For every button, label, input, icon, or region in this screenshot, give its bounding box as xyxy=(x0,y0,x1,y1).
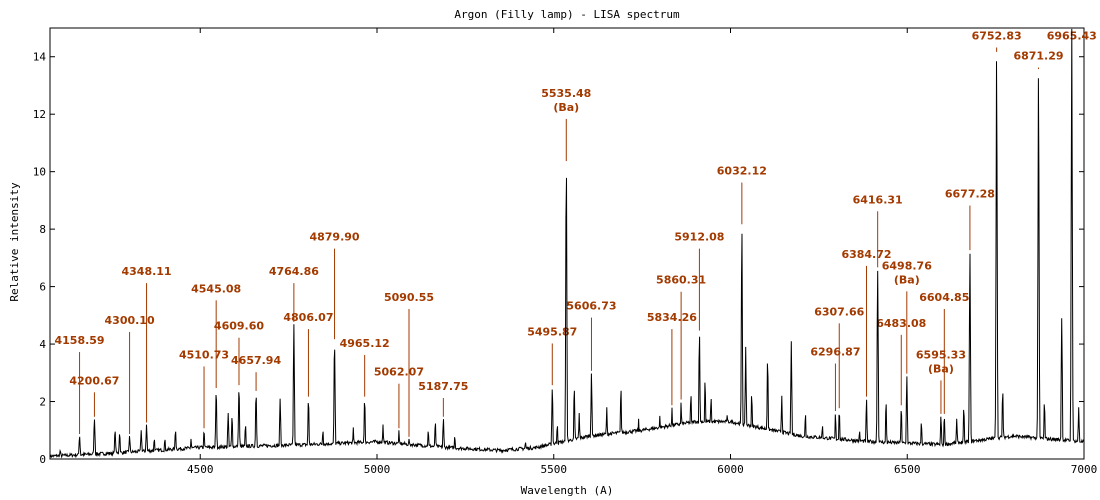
annotation-label: 5860.31 xyxy=(656,274,706,287)
annotation-label: 5187.75 xyxy=(418,380,468,393)
annotation-label: 4764.86 xyxy=(269,265,319,278)
peak-annotation: 5187.75 xyxy=(418,380,468,417)
peak-annotation: 5860.31 xyxy=(656,274,706,400)
y-tick-label: 8 xyxy=(39,223,46,236)
annotation-label: 4965.12 xyxy=(340,337,390,350)
annotation-label: 6677.28 xyxy=(945,188,995,201)
y-axis-label: Relative intensity xyxy=(8,182,21,302)
peak-annotation: 4965.12 xyxy=(340,337,390,397)
peak-annotation: 6416.31 xyxy=(853,193,903,268)
y-tick-label: 4 xyxy=(39,338,46,351)
peak-annotation: 4200.67 xyxy=(69,374,119,417)
annotation-label: 6416.31 xyxy=(853,193,903,206)
annotation-sublabel: (Ba) xyxy=(928,362,954,375)
annotation-label: 5606.73 xyxy=(566,300,616,313)
axes: 4500 5000 5500 6000 6500 7000 0 2 4 6 8 10 12 14 xyxy=(33,28,1098,476)
peak-annotation: 6483.08 xyxy=(876,317,926,406)
peak-annotation: 6032.12 xyxy=(717,165,767,225)
peak-annotation: 6296.87 xyxy=(810,346,860,412)
annotation-label: 4806.07 xyxy=(283,311,333,324)
annotations: 4158.59 4200.67 4300.10 4348.11 4510.73 4545.… xyxy=(54,29,1097,437)
annotation-label: 6595.33 xyxy=(916,348,966,361)
peak-annotation: 5606.73 xyxy=(566,300,617,371)
annotation-label: 5912.08 xyxy=(674,231,724,244)
peak-annotation: 4348.11 xyxy=(121,265,172,423)
peak-annotation: 6498.76(Ba) xyxy=(882,259,932,374)
annotation-label: 4300.10 xyxy=(105,314,155,327)
annotation-label: 6296.87 xyxy=(810,346,860,359)
annotation-label: 6384.72 xyxy=(841,248,891,261)
annotation-sublabel: (Ba) xyxy=(553,101,579,114)
y-tick-label: 0 xyxy=(39,453,46,466)
y-tick-label: 10 xyxy=(33,166,46,179)
x-axis-label: Wavelength (A) xyxy=(521,484,614,497)
annotation-label: 4348.11 xyxy=(121,265,171,278)
peak-annotation: 4609.60 xyxy=(214,320,264,386)
x-tick-label: 6000 xyxy=(717,463,744,476)
y-tick-label: 12 xyxy=(33,108,46,121)
peak-annotation: 6384.72 xyxy=(841,248,892,397)
peak-annotation: 4879.90 xyxy=(309,231,360,340)
annotation-label: 4200.67 xyxy=(69,374,119,387)
y-tick-label: 14 xyxy=(33,51,47,64)
peak-annotation: 4300.10 xyxy=(105,314,155,435)
annotation-label: 4510.73 xyxy=(179,348,229,361)
peak-annotation: 6604.85 xyxy=(919,291,969,414)
x-tick-label: 5000 xyxy=(364,463,391,476)
peak-annotation: 5834.26 xyxy=(647,311,697,406)
peak-annotation: 6871.29 xyxy=(1013,50,1064,70)
annotation-label: 6032.12 xyxy=(717,165,767,178)
annotation-label: 5062.07 xyxy=(374,366,424,379)
peak-annotation: 4545.08 xyxy=(191,282,241,389)
peak-annotation: 6307.66 xyxy=(814,305,865,409)
spectrum-line xyxy=(49,28,1085,459)
x-tick-label: 7000 xyxy=(1071,463,1098,476)
x-tick-label: 6500 xyxy=(894,463,921,476)
annotation-label: 5495.87 xyxy=(527,325,577,338)
annotation-label: 6307.66 xyxy=(814,305,864,318)
peak-annotation: 4657.94 xyxy=(231,354,281,391)
x-tick-label: 5500 xyxy=(540,463,567,476)
peak-annotation: 4158.59 xyxy=(54,334,105,435)
annotation-label: 6604.85 xyxy=(919,291,969,304)
annotation-label: 4879.90 xyxy=(309,231,359,244)
annotation-label: 6498.76 xyxy=(882,259,932,272)
y-tick-label: 6 xyxy=(39,281,46,294)
annotation-label: 5535.48 xyxy=(541,87,591,100)
peak-annotation: 5535.48(Ba) xyxy=(541,87,591,162)
chart-title: Argon (Filly lamp) - LISA spectrum xyxy=(454,8,680,21)
x-tick-label: 4500 xyxy=(187,463,214,476)
peak-annotation: 5912.08 xyxy=(674,231,724,331)
peak-annotation: 5495.87 xyxy=(527,325,577,386)
peak-annotation: 5062.07 xyxy=(374,366,424,429)
annotation-label: 5834.26 xyxy=(647,311,697,324)
annotation-label: 4158.59 xyxy=(54,334,104,347)
peak-annotation: 6677.28 xyxy=(945,188,995,251)
annotation-label: 4545.08 xyxy=(191,282,241,295)
annotation-label: 5090.55 xyxy=(384,291,434,304)
plot-frame xyxy=(49,27,1085,460)
annotation-label: 6871.29 xyxy=(1013,50,1063,63)
peak-annotation: 4764.86 xyxy=(269,265,319,322)
annotation-label: 6752.83 xyxy=(972,29,1022,42)
peak-annotation: 4510.73 xyxy=(179,348,229,429)
peak-annotation: 6752.83 xyxy=(972,29,1022,52)
peak-annotation: 6595.33(Ba) xyxy=(916,348,966,414)
peak-annotation: 4806.07 xyxy=(283,311,333,397)
y-tick-label: 2 xyxy=(39,396,46,409)
annotation-sublabel: (Ba) xyxy=(894,273,920,286)
peak-annotation: 5090.55 xyxy=(384,291,434,437)
annotation-label: 4657.94 xyxy=(231,354,281,367)
annotation-label: 4609.60 xyxy=(214,320,264,333)
annotation-label: 6483.08 xyxy=(876,317,926,330)
